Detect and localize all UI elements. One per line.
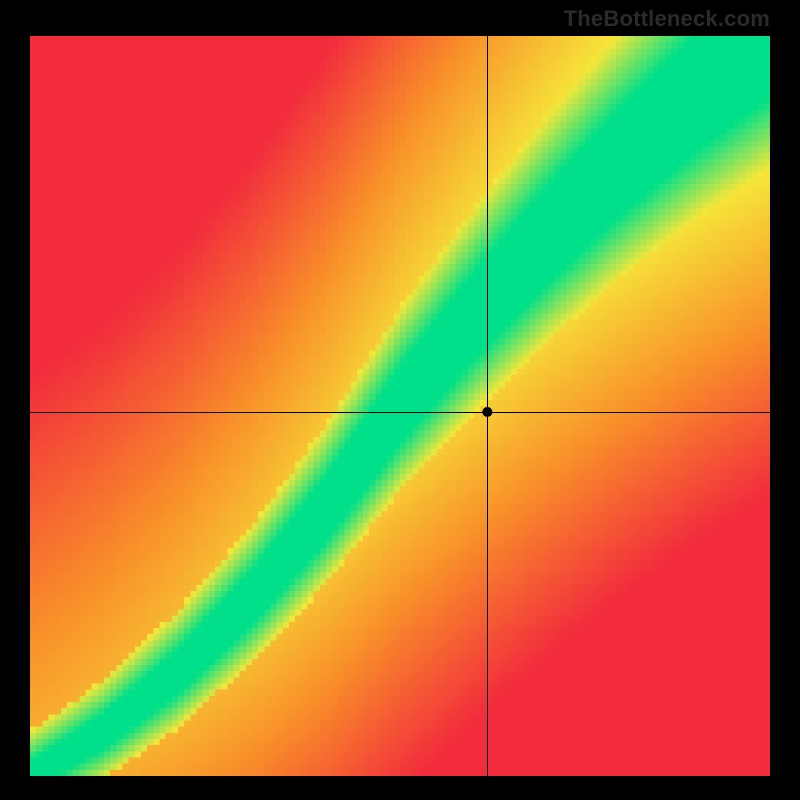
watermark-text: TheBottleneck.com [564,6,770,32]
heatmap-overlay [30,36,770,776]
